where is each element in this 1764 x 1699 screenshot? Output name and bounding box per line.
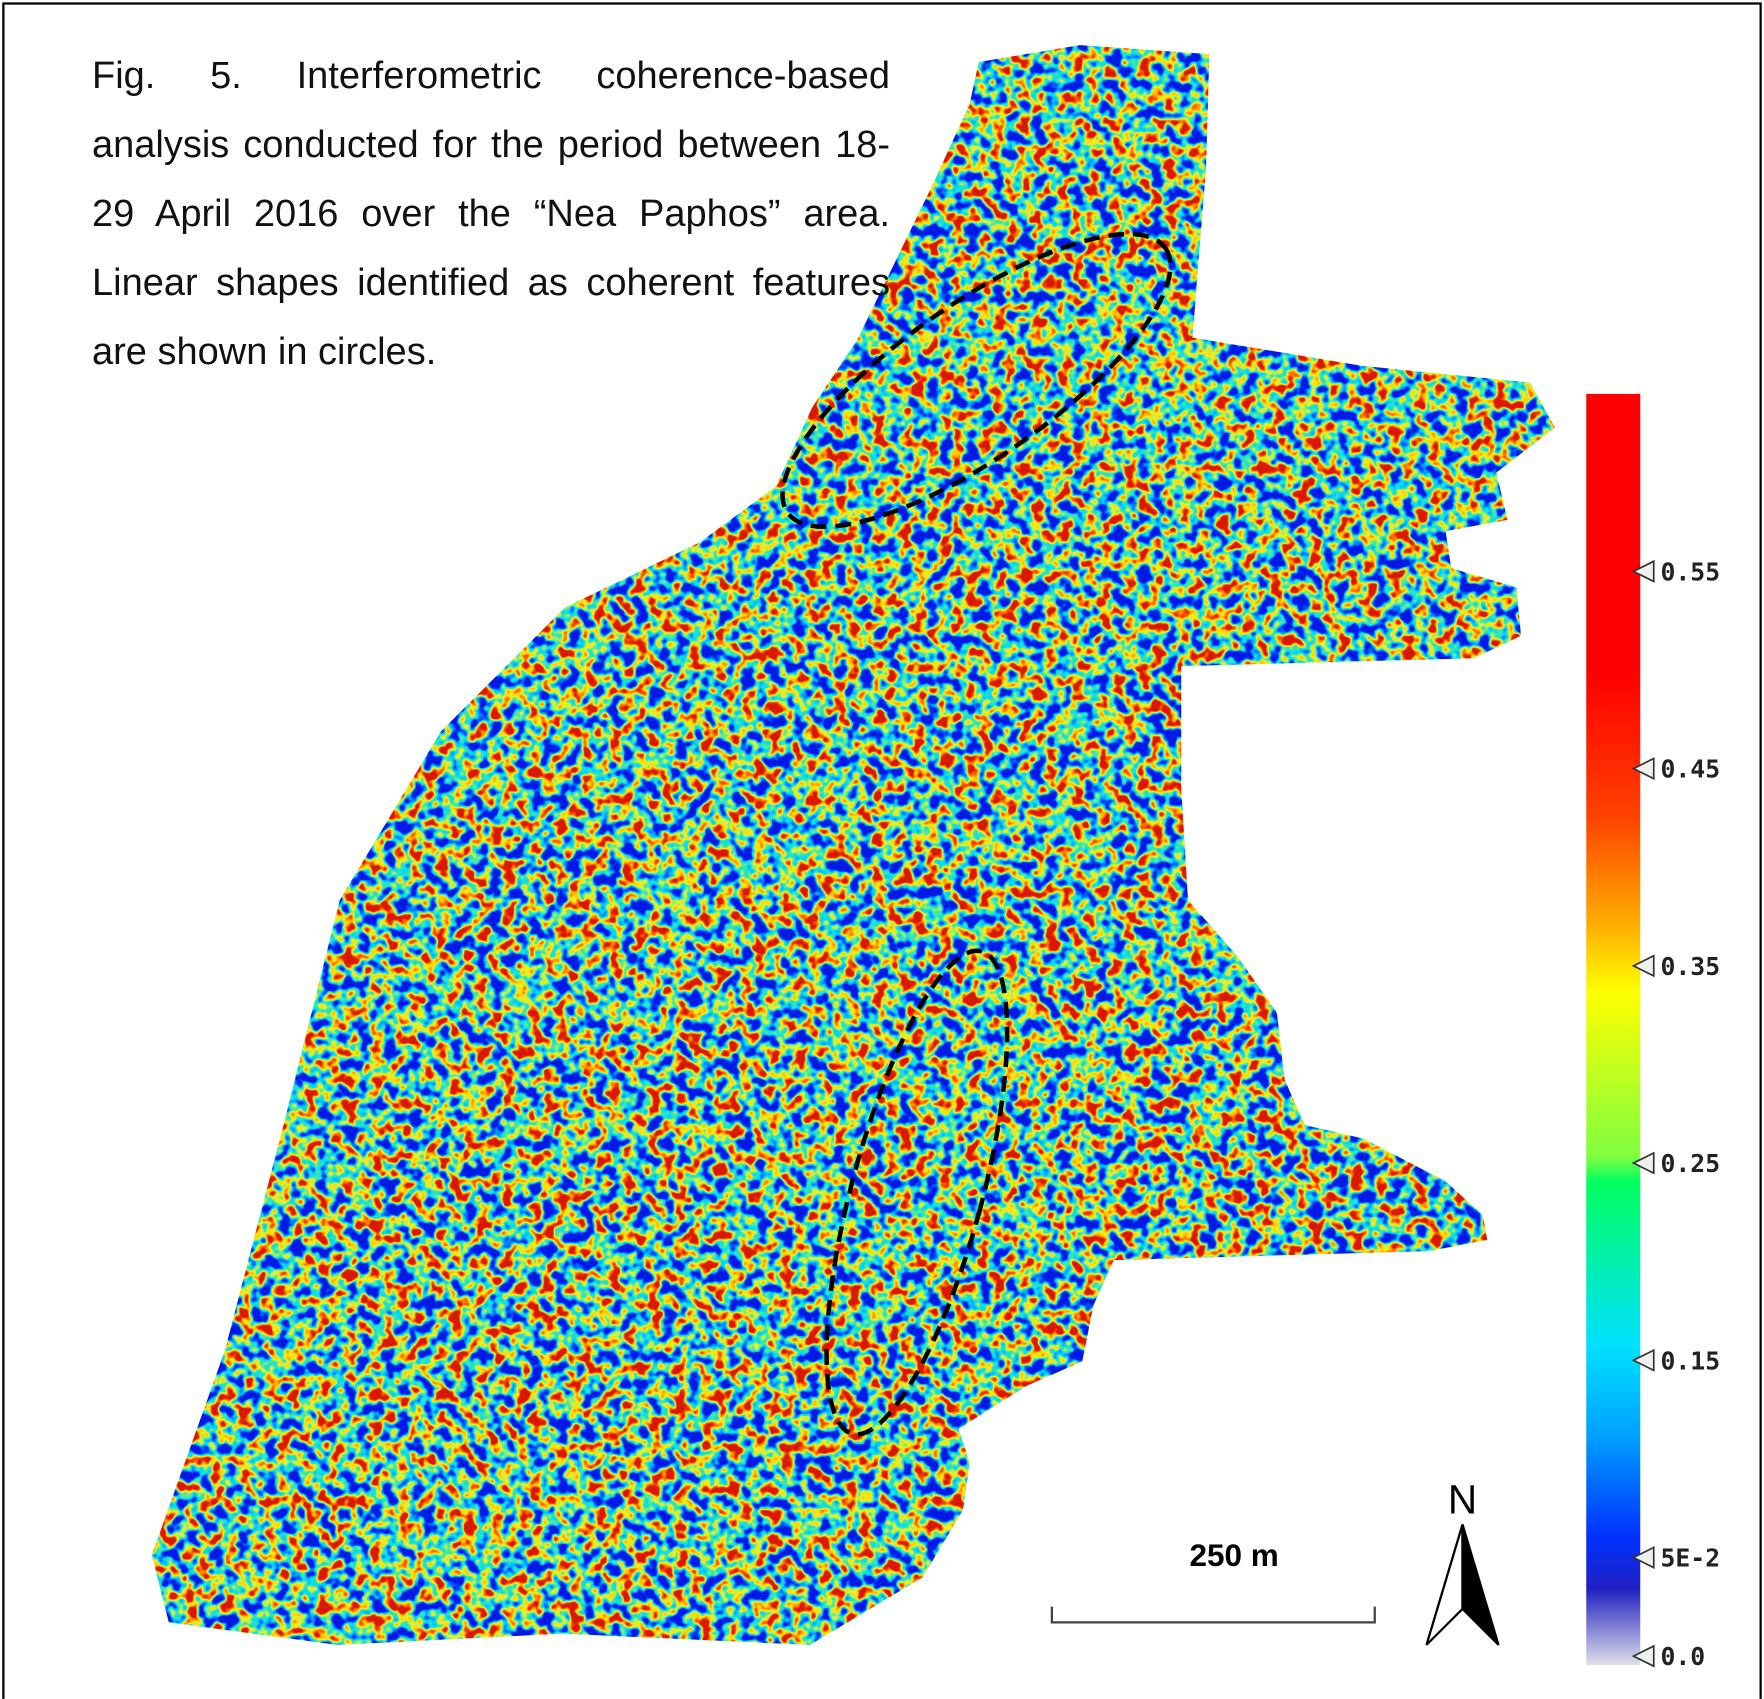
north-label: N: [1448, 1476, 1477, 1522]
north-arrow: [1463, 1525, 1499, 1645]
colorbar-label: 0.0: [1661, 1642, 1706, 1671]
colorbar-label: 0.45: [1661, 755, 1721, 784]
figure: 250 m N 0.55 0.45 0.35 0.25 0.15 5E-2 0.0 Fig.…: [0, 0, 1764, 1699]
scale-label: 250 m: [1189, 1537, 1278, 1573]
colorbar-label: 0.15: [1661, 1346, 1721, 1375]
caption: Fig. 5. Interferometric coherence-based …: [92, 42, 890, 387]
colorbar-label: 5E-2: [1661, 1544, 1721, 1573]
colorbar-label: 0.35: [1661, 952, 1721, 981]
colorbar-label: 0.25: [1661, 1149, 1721, 1178]
north-arrow: [1427, 1525, 1463, 1645]
colorbar: [1586, 394, 1640, 1665]
colorbar-label: 0.55: [1661, 557, 1721, 586]
scale-bar: [1052, 1607, 1375, 1623]
